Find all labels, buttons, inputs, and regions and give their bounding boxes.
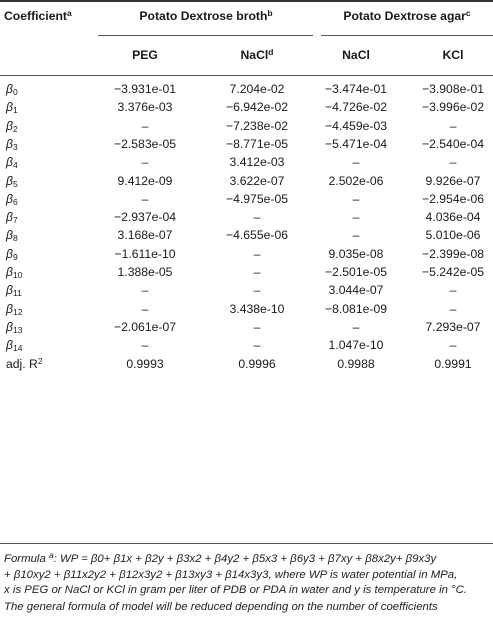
table-cell: −5.242e-05: [421, 265, 485, 279]
table-cell: −4.459e-03: [324, 118, 388, 133]
table-cell: −2.540e-04: [421, 136, 485, 151]
col-header-nacl-pdb: NaCld: [240, 47, 274, 62]
pdb-header: Potato Dextrose brothb: [139, 8, 273, 23]
row-label: adj. R2: [6, 355, 43, 371]
table-cell: −4.975e-05: [225, 191, 289, 206]
table-cell: –: [352, 155, 360, 170]
table-cell: 5.010e-06: [425, 228, 481, 243]
header-bottom-rule: [0, 75, 493, 76]
table-cell: −5.471e-04: [324, 136, 388, 151]
col-header-peg: PEG: [132, 48, 158, 62]
table-cell: –: [141, 338, 149, 353]
table-cell: –: [449, 283, 457, 298]
col-header-kcl: KCl: [442, 48, 464, 62]
table-cell: –: [352, 210, 360, 225]
table-cell: 3.168e-07: [117, 228, 173, 243]
row-label: β1: [6, 100, 18, 116]
table-cell: 9.035e-08: [328, 246, 384, 261]
row-label: β10: [6, 265, 23, 280]
table-cell: 0.9993: [126, 356, 164, 371]
row-label: β11: [6, 283, 22, 299]
table-bottom-rule: [0, 543, 493, 544]
table-cell: 0.9988: [337, 356, 375, 371]
table-cell: 3.044e-07: [328, 283, 384, 298]
table-cell: −8.771e-05: [225, 136, 289, 151]
table-cell: –: [253, 338, 261, 353]
table-cell: –: [141, 191, 149, 206]
table-cell: −2.399e-08: [421, 246, 485, 261]
pda-header: Potato Dextrose agarc: [343, 8, 471, 23]
row-label: β5: [6, 173, 18, 189]
note-a-footnote: The general formula of model will be red…: [4, 601, 438, 613]
table-cell: –: [449, 338, 457, 353]
pdb-group-rule: [98, 35, 313, 36]
table-cell: –: [253, 283, 261, 298]
table-cell: –: [253, 210, 261, 225]
table-cell: 3.438e-10: [229, 301, 285, 316]
row-label: β9: [6, 246, 18, 262]
row-label: β0: [6, 82, 18, 97]
row-label: β8: [6, 228, 18, 244]
table-cell: −3.474e-01: [324, 82, 388, 96]
table-cell: 0.9996: [238, 356, 276, 371]
table-cell: –: [253, 246, 261, 261]
table-cell: –: [253, 319, 261, 334]
table-cell: −4.726e-02: [324, 100, 388, 115]
table-cell: –: [141, 301, 149, 316]
table-cell: −2.937e-04: [113, 210, 177, 225]
row-label: β3: [6, 136, 18, 152]
table-cell: 3.622e-07: [229, 173, 285, 188]
table-cell: 3.412e-03: [229, 155, 285, 170]
table-cell: –: [449, 301, 457, 316]
table-cell: –: [449, 118, 457, 133]
table-cell: −3.908e-01: [421, 82, 485, 96]
table-cell: −2.501e-05: [324, 265, 388, 279]
table-cell: 9.412e-09: [117, 173, 173, 188]
table-cell: 7.204e-02: [229, 82, 285, 96]
row-label: β4: [6, 155, 18, 171]
col-header-nacl-pda: NaCl: [342, 48, 370, 62]
row-label: β2: [6, 118, 18, 134]
table-cell: 4.036e-04: [425, 210, 481, 225]
table-cell: –: [449, 155, 457, 170]
table-top-rule: [0, 0, 493, 2]
row-label: β7: [6, 210, 18, 226]
table-cell: −6.942e-02: [225, 100, 289, 115]
table-cell: –: [352, 191, 360, 206]
coefficient-header: Coefficienta: [4, 8, 72, 23]
table-cell: –: [141, 155, 149, 170]
table-cell: 9.926e-07: [425, 173, 481, 188]
row-label: β13: [6, 319, 23, 335]
table-cell: –: [253, 265, 261, 279]
table-cell: 2.502e-06: [328, 173, 384, 188]
table-cell: −4.655e-06: [225, 228, 289, 243]
table-cell: −8.081e-09: [324, 301, 388, 316]
table-cell: −3.931e-01: [113, 82, 177, 96]
table-cell: 3.376e-03: [117, 100, 173, 115]
formula-footnote: Formula a: WP = β0+ β1x + β2y + β3x2 + β…: [4, 550, 468, 597]
table-cell: –: [141, 283, 149, 298]
table-cell: −7.238e-02: [225, 118, 289, 133]
row-label: β6: [6, 191, 18, 207]
table-cell: 0.9991: [434, 356, 472, 371]
table-cell: −2.061e-07: [113, 319, 177, 334]
table-cell: 7.293e-07: [425, 319, 481, 334]
table-cell: 1.388e-05: [117, 265, 173, 279]
row-label: β12: [6, 301, 23, 317]
table-cell: −2.954e-06: [421, 191, 485, 206]
table-cell: 1.047e-10: [328, 338, 384, 353]
table-cell: –: [141, 118, 149, 133]
table-cell: –: [352, 319, 360, 334]
row-label: β14: [6, 338, 23, 354]
table-cell: −2.583e-05: [113, 136, 177, 151]
table-cell: −1.611e-10: [114, 246, 176, 261]
pda-group-rule: [321, 35, 493, 36]
table-cell: −3.996e-02: [421, 100, 485, 115]
table-cell: –: [352, 228, 360, 243]
